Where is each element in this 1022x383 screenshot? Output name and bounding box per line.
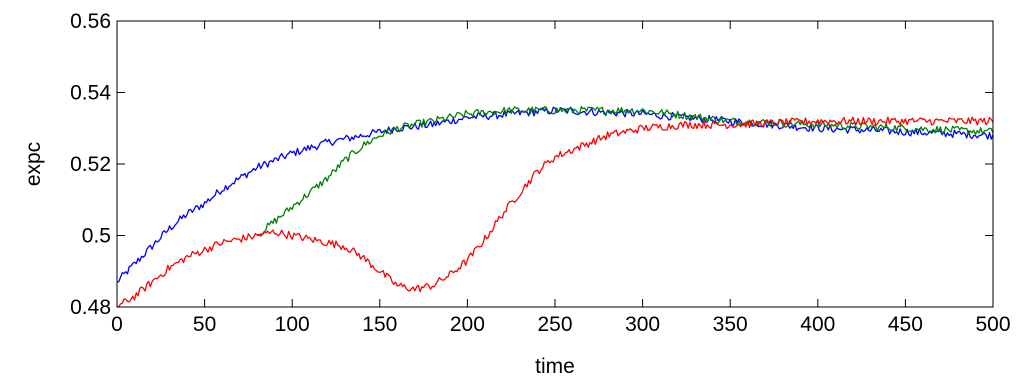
plot-area bbox=[117, 21, 993, 307]
x-tick-label: 150 bbox=[362, 313, 397, 336]
axes-box bbox=[116, 20, 994, 308]
x-tick-label: 350 bbox=[713, 313, 748, 336]
y-tick-label: 0.54 bbox=[70, 82, 111, 105]
x-tick-label: 450 bbox=[888, 313, 923, 336]
x-tick-label: 100 bbox=[275, 313, 310, 336]
series-line-1 bbox=[257, 106, 994, 237]
x-tick-label: 300 bbox=[625, 313, 660, 336]
x-axis-ticks: 0 50 100 150 200 250 300 350 400 450 500 bbox=[111, 21, 1011, 336]
y-axis-ticks: 0.48 0.5 0.52 0.54 0.56 bbox=[70, 10, 993, 319]
x-tick-label: 0 bbox=[111, 313, 123, 336]
series-layer bbox=[116, 106, 994, 308]
series-line-2 bbox=[116, 116, 994, 308]
x-tick-label: 200 bbox=[450, 313, 485, 336]
y-tick-label: 0.56 bbox=[70, 10, 111, 33]
x-tick-label: 250 bbox=[537, 313, 572, 336]
x-tick-label: 500 bbox=[975, 313, 1010, 336]
x-tick-label: 50 bbox=[193, 313, 216, 336]
y-axis-label: expc bbox=[22, 142, 45, 186]
x-tick-label: 400 bbox=[800, 313, 835, 336]
x-axis-label: time bbox=[535, 355, 575, 378]
y-tick-label: 0.52 bbox=[70, 153, 111, 176]
y-tick-label: 0.5 bbox=[82, 225, 111, 248]
y-tick-label: 0.48 bbox=[70, 296, 111, 319]
series-line-0 bbox=[116, 106, 994, 283]
